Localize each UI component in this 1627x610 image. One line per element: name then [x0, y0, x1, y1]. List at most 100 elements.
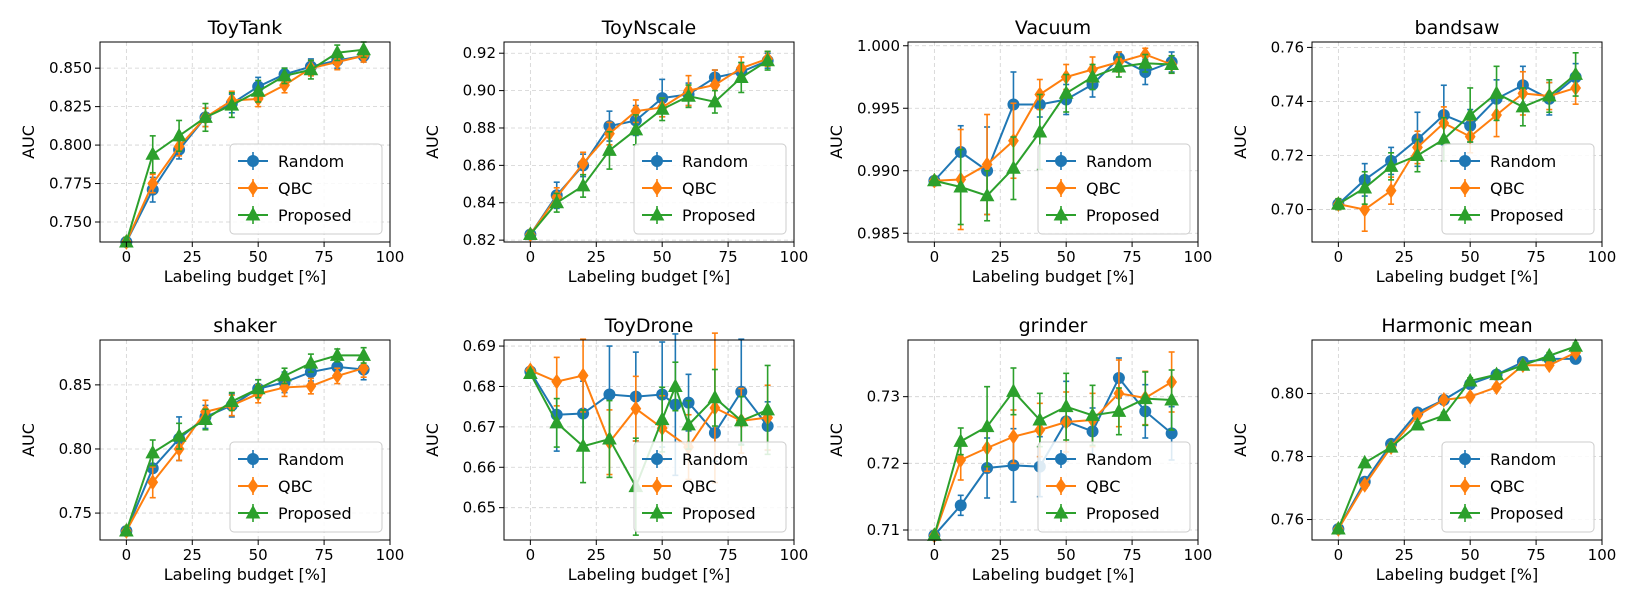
x-tick-label: 25 [587, 248, 606, 266]
data-point [198, 109, 213, 123]
data-point [1491, 379, 1502, 396]
data-point [1058, 398, 1074, 413]
legend: Random QBC Proposed [1037, 143, 1191, 235]
legend-marker [651, 453, 663, 465]
x-axis-label: Labeling budget [%] [568, 267, 731, 286]
y-tick-label: 0.750 [49, 213, 92, 231]
y-tick-label: 0.800 [49, 136, 92, 154]
legend-box [1037, 143, 1191, 235]
legend-label: Random [278, 152, 344, 171]
y-tick-label: 0.85 [59, 376, 92, 394]
data-point [577, 155, 589, 172]
x-tick-label: 75 [719, 248, 738, 266]
legend-marker [651, 180, 663, 196]
subplot-title: grinder [1019, 315, 1088, 337]
data-point [575, 438, 591, 452]
series-proposed [927, 53, 1179, 226]
x-tick-label: 75 [315, 248, 334, 266]
x-tick-label: 0 [526, 546, 536, 564]
data-point [1032, 411, 1048, 426]
data-point [1164, 391, 1179, 406]
data-point [1543, 357, 1555, 374]
subplot-title: bandsaw [1415, 17, 1500, 39]
data-point [1357, 179, 1373, 194]
legend-marker [651, 155, 663, 167]
data-point [628, 121, 644, 136]
legend-box [229, 441, 383, 533]
y-tick-label: 0.67 [463, 418, 496, 436]
subplot-title: Vacuum [1015, 17, 1091, 39]
legend-label: Random [1490, 450, 1556, 469]
x-axis-label: Labeling budget [%] [164, 565, 327, 584]
legend-marker [649, 206, 665, 221]
legend-box [1441, 441, 1595, 533]
legend-marker [245, 504, 261, 519]
legend-marker [1055, 478, 1067, 494]
legend-marker [1053, 504, 1069, 519]
y-tick-label: 0.80 [1271, 385, 1304, 403]
data-point [549, 194, 565, 209]
legend-marker [1459, 180, 1471, 196]
data-point [277, 67, 292, 82]
data-point [1164, 56, 1179, 70]
y-tick-label: 0.825 [49, 98, 92, 116]
series-line [933, 381, 1173, 536]
series-proposed [119, 346, 371, 537]
series-line [933, 389, 1172, 536]
axes-frame [1311, 41, 1603, 243]
data-point [1541, 88, 1557, 102]
y-tick-label: 0.78 [1271, 448, 1304, 466]
data-point [1489, 85, 1504, 99]
series-line [934, 62, 1172, 197]
legend-label: Proposed [682, 504, 756, 523]
data-point [1410, 147, 1425, 162]
y-tick-label: 0.70 [1271, 201, 1304, 219]
data-point [1410, 416, 1425, 431]
axes-frame [99, 41, 391, 243]
x-tick-label: 0 [122, 248, 132, 266]
data-point [1006, 160, 1021, 174]
data-point [1058, 85, 1074, 99]
data-point [1137, 390, 1153, 405]
y-tick-label: 0.775 [49, 175, 92, 193]
data-point [147, 175, 159, 192]
legend-label: QBC [278, 477, 312, 496]
subplot-toynscale: 0 25 50 75 100 0.82 0.84 0.86 0.88 0.90 0.92 ToyNsc… [423, 17, 808, 286]
x-tick-label: 50 [249, 248, 268, 266]
data-point [927, 172, 942, 187]
legend: Random QBC Proposed [1441, 441, 1595, 533]
data-point [1359, 201, 1371, 218]
data-point [1462, 106, 1478, 121]
data-point [603, 388, 616, 401]
data-point [953, 178, 969, 193]
x-tick-label: 25 [183, 546, 202, 564]
legend-label: Proposed [1490, 504, 1564, 523]
x-tick-label: 50 [1461, 546, 1480, 564]
data-point [1385, 182, 1397, 199]
x-tick-label: 25 [1395, 546, 1414, 564]
data-point [549, 414, 565, 429]
y-tick-label: 0.75 [59, 504, 92, 522]
series-line [125, 367, 364, 532]
y-tick-label: 0.995 [857, 99, 900, 117]
series-line [125, 48, 364, 243]
y-tick-label: 0.66 [463, 458, 496, 476]
data-point [224, 97, 240, 111]
series-proposed [927, 367, 1179, 541]
series-line [125, 54, 364, 243]
y-tick-label: 0.73 [867, 388, 900, 406]
x-tick-label: 100 [376, 248, 405, 266]
legend: Random QBC Proposed [229, 143, 383, 235]
series-line [529, 59, 769, 236]
data-point [1331, 520, 1346, 535]
x-tick-label: 25 [991, 248, 1010, 266]
subplot-toytank: 0 25 50 75 100 0.750 0.775 0.800 0.825 0.850 ToyTa… [19, 17, 404, 286]
x-tick-label: 0 [930, 248, 940, 266]
data-point [277, 367, 292, 382]
data-point [250, 380, 266, 395]
legend-marker [1459, 453, 1471, 465]
legend-marker [1055, 180, 1067, 196]
y-tick-label: 0.90 [463, 82, 496, 100]
series-proposed [523, 50, 775, 241]
